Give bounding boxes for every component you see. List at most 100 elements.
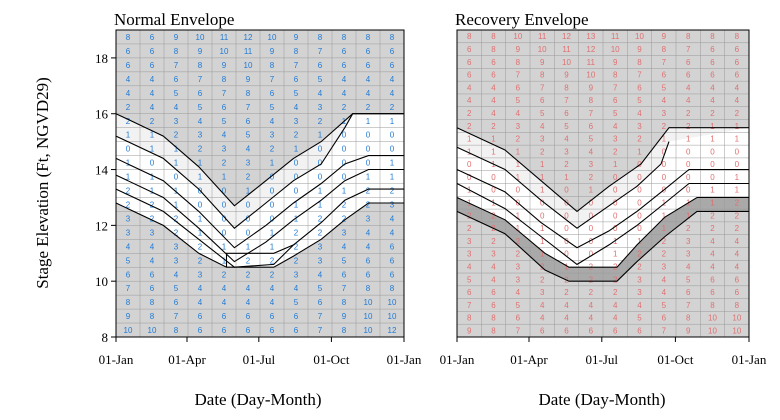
cell-value: 2 (467, 211, 472, 220)
cell-value: 1 (390, 159, 395, 168)
cell-value: 4 (467, 96, 472, 105)
cell-value: 7 (686, 301, 691, 310)
cell-value: 1 (270, 242, 275, 251)
cell-value: 9 (662, 32, 667, 41)
cell-value: 2 (710, 211, 715, 220)
cell-value: 0 (589, 199, 594, 208)
cell-value: 5 (540, 109, 545, 118)
cell-value: 4 (294, 284, 299, 293)
cell-value: 1 (150, 145, 155, 154)
cell-value: 2 (246, 256, 251, 265)
y-tick-label: 10 (95, 274, 108, 289)
cell-value: 2 (390, 187, 395, 196)
cell-value: 6 (540, 96, 545, 105)
cell-value: 11 (538, 32, 547, 41)
cell-value: 8 (613, 71, 618, 80)
cell-value: 6 (198, 326, 203, 335)
cell-value: 8 (150, 312, 155, 321)
cell-value: 10 (364, 326, 373, 335)
cell-value: 1 (540, 173, 545, 182)
cell-value: 2 (342, 201, 347, 210)
cell-value: 5 (174, 89, 179, 98)
cell-value: 3 (540, 288, 545, 297)
cell-value: 6 (270, 326, 275, 335)
cell-value: 7 (686, 45, 691, 54)
envelope-line (225, 244, 294, 268)
cell-value: 4 (516, 109, 521, 118)
cell-value: 3 (540, 135, 545, 144)
envelope-line (456, 182, 749, 266)
cell-value: 0 (174, 173, 179, 182)
cell-value: 4 (491, 109, 496, 118)
cell-value: 2 (342, 103, 347, 112)
cell-value: 4 (246, 298, 251, 307)
cell-value: 4 (150, 256, 155, 265)
cell-value: 10 (586, 71, 595, 80)
cell-value: 6 (366, 256, 371, 265)
cell-value: 0 (637, 186, 642, 195)
cell-value: 3 (637, 288, 642, 297)
cell-value: 5 (467, 275, 472, 284)
cell-value: 3 (198, 131, 203, 140)
cell-value: 4 (366, 228, 371, 237)
cell-value: 0 (637, 199, 642, 208)
cell-value: 6 (686, 58, 691, 67)
cell-value: 2 (126, 117, 131, 126)
cell-value: 13 (586, 32, 595, 41)
x-tick-label: 01-Apr (510, 352, 548, 367)
x-tick-label: 01-Oct (657, 352, 693, 367)
cell-value: 5 (222, 117, 227, 126)
cell-value: 7 (342, 284, 347, 293)
cell-value: 1 (150, 131, 155, 140)
cell-value: 3 (174, 242, 179, 251)
cell-value: 2 (270, 145, 275, 154)
cell-value: 4 (662, 275, 667, 284)
cell-value: 4 (491, 83, 496, 92)
cell-value: 1 (516, 211, 521, 220)
cell-value: 2 (318, 117, 323, 126)
cell-value: 0 (613, 211, 618, 220)
cell-value: 0 (613, 186, 618, 195)
cell-value: 10 (268, 33, 277, 42)
cell-value: 6 (686, 71, 691, 80)
cell-value: 2 (491, 211, 496, 220)
cell-value: 3 (637, 122, 642, 131)
cell-value: 7 (318, 47, 323, 56)
cell-value: 6 (710, 45, 715, 54)
cell-value: 1 (174, 201, 179, 210)
cell-value: 1 (150, 187, 155, 196)
cell-value: 4 (366, 75, 371, 84)
y-tick-label: 12 (95, 218, 108, 233)
cell-value: 7 (222, 89, 227, 98)
cell-value: 1 (613, 237, 618, 246)
cell-value: 0 (270, 214, 275, 223)
cell-value: 0 (150, 159, 155, 168)
cell-value: 4 (390, 214, 395, 223)
cell-value: 0 (390, 145, 395, 154)
cell-value: 1 (564, 173, 569, 182)
cell-value: 0 (686, 173, 691, 182)
cell-value: 3 (318, 242, 323, 251)
cell-value: 4 (198, 284, 203, 293)
cell-value: 10 (220, 47, 229, 56)
cell-value: 6 (516, 83, 521, 92)
cell-value: 2 (126, 103, 131, 112)
cell-value: 0 (589, 224, 594, 233)
cell-value: 1 (222, 256, 227, 265)
cell-value: 6 (126, 47, 131, 56)
cell-value: 0 (222, 228, 227, 237)
left-y-axis-label: Stage Elevation (Ft, NGVD29) (33, 77, 52, 289)
cell-value: 4 (686, 83, 691, 92)
cell-value: 4 (270, 298, 275, 307)
cell-value: 6 (150, 33, 155, 42)
cell-value: 3 (516, 262, 521, 271)
cell-value: 9 (637, 45, 642, 54)
cell-value: 4 (294, 103, 299, 112)
cell-value: 1 (710, 135, 715, 144)
cell-value: 6 (198, 312, 203, 321)
cell-value: 2 (198, 256, 203, 265)
cell-value: 11 (611, 32, 620, 41)
cell-value: 2 (174, 228, 179, 237)
cell-value: 4 (540, 314, 545, 323)
